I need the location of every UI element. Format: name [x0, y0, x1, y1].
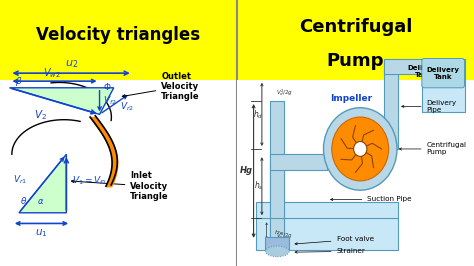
Text: $V_d^2/2g$: $V_d^2/2g$ — [276, 88, 293, 98]
Text: $h_s$: $h_s$ — [254, 180, 263, 192]
Text: Delivery
Tank: Delivery Tank — [408, 65, 441, 78]
Text: Suction Pipe: Suction Pipe — [330, 197, 412, 202]
Bar — [384, 59, 436, 74]
Bar — [422, 59, 465, 112]
Text: Impeller: Impeller — [330, 94, 372, 121]
Text: Centrifugal: Centrifugal — [299, 18, 412, 36]
Text: $\beta$: $\beta$ — [15, 75, 23, 88]
Bar — [270, 165, 284, 245]
Bar — [270, 154, 327, 170]
Text: Outlet
Velocity
Triangle: Outlet Velocity Triangle — [122, 72, 200, 101]
Text: Delivery
Tank: Delivery Tank — [427, 67, 460, 80]
Text: $V_{w2}$: $V_{w2}$ — [43, 66, 61, 80]
Text: $V_{r2}$: $V_{r2}$ — [119, 100, 134, 113]
Polygon shape — [9, 88, 114, 114]
Bar — [0, 80, 237, 266]
Bar — [237, 80, 474, 266]
Text: $V_1=V_{f1}$: $V_1=V_{f1}$ — [72, 175, 108, 187]
Ellipse shape — [265, 246, 289, 257]
Text: $\alpha$: $\alpha$ — [36, 197, 44, 206]
Text: $u_2$: $u_2$ — [64, 59, 78, 70]
Text: $\theta$: $\theta$ — [20, 195, 27, 206]
Circle shape — [332, 117, 389, 181]
Text: $V_s^2/2g$: $V_s^2/2g$ — [276, 230, 293, 241]
Text: $\Phi$: $\Phi$ — [103, 81, 111, 92]
Text: $h_{fs}$: $h_{fs}$ — [274, 228, 283, 237]
Bar — [384, 64, 398, 149]
Text: $u_1$: $u_1$ — [35, 227, 48, 239]
Text: Hg: Hg — [240, 166, 253, 175]
Text: $V_{f2}$: $V_{f2}$ — [103, 95, 117, 107]
FancyBboxPatch shape — [422, 59, 465, 88]
Text: Inlet
Velocity
Triangle: Inlet Velocity Triangle — [72, 171, 169, 201]
Bar — [270, 101, 284, 239]
Text: Foot valve: Foot valve — [295, 236, 374, 245]
Text: $V_2$: $V_2$ — [34, 108, 47, 122]
Text: Pump: Pump — [327, 52, 384, 70]
Text: $h_d$: $h_d$ — [253, 108, 264, 120]
Text: $V_{r1}$: $V_{r1}$ — [13, 173, 27, 186]
Text: Strainer: Strainer — [295, 248, 365, 254]
Text: Centrifugal
Pump: Centrifugal Pump — [399, 143, 466, 155]
Circle shape — [323, 108, 397, 190]
Text: Velocity triangles: Velocity triangles — [36, 26, 201, 44]
Bar — [265, 237, 289, 250]
Bar — [256, 202, 398, 250]
Circle shape — [354, 142, 367, 156]
Polygon shape — [19, 154, 66, 213]
Text: Delivery
Pipe: Delivery Pipe — [402, 100, 457, 113]
